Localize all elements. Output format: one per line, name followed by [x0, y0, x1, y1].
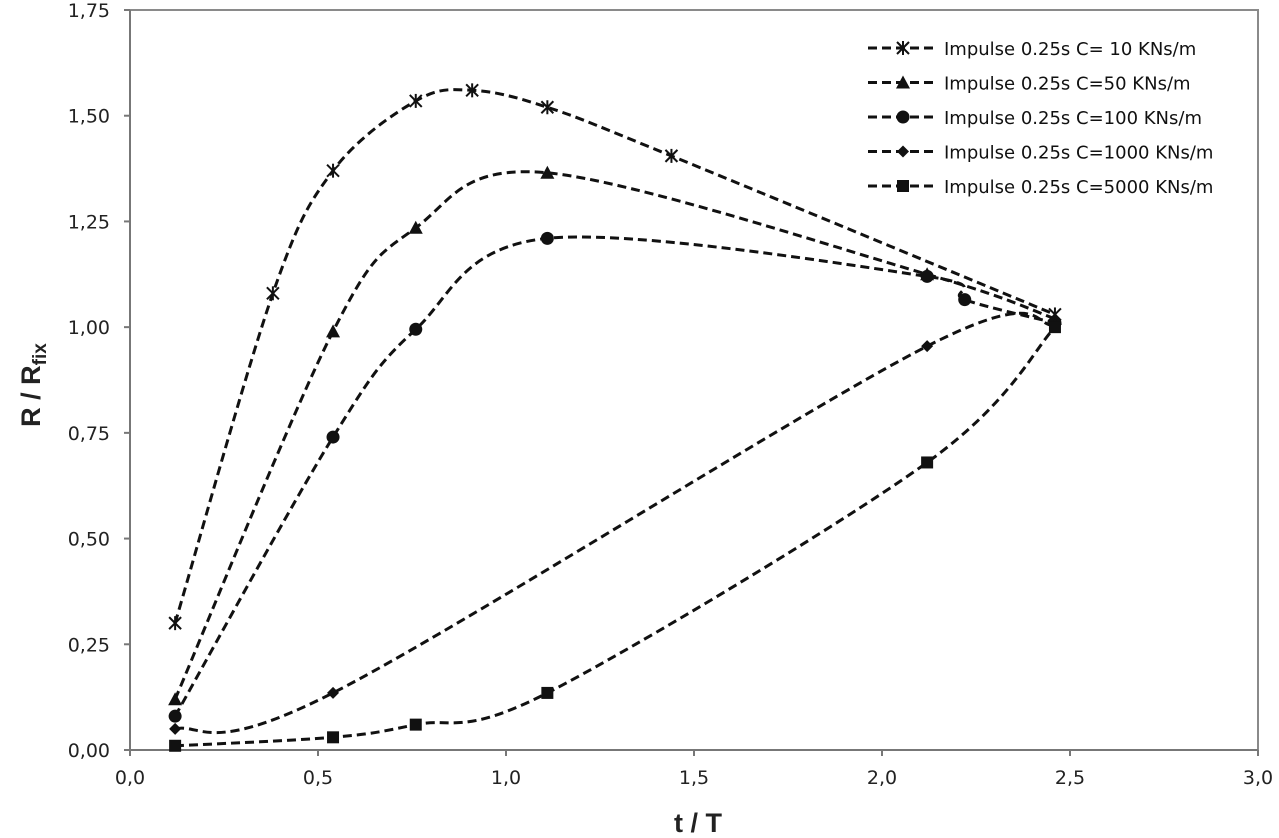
legend-marker-square [897, 180, 909, 192]
series-line-circle [173, 235, 1056, 717]
x-tick-label: 3,0 [1243, 767, 1273, 789]
data-point-circle [920, 269, 934, 283]
data-point-square [169, 739, 182, 752]
legend: Impulse 0.25s C= 10 KNs/m Impulse 0.25s C… [868, 39, 1213, 198]
data-point-circle [168, 709, 182, 723]
data-point-square [541, 686, 554, 699]
series-lines [173, 88, 1057, 748]
y-axis-title: R / Rfix [16, 343, 51, 427]
data-point-circle [326, 430, 340, 444]
legend-marker-circle [896, 110, 910, 124]
series-line-diamond [174, 311, 1056, 735]
x-tick-label: 0,5 [303, 767, 333, 789]
data-point-asterisk [540, 100, 555, 115]
data-point-triangle [540, 165, 555, 179]
data-point-diamond [921, 340, 934, 353]
y-tick-label: 0,75 [68, 423, 110, 445]
x-axis-ticks: 0,0 0,5 1,0 1,5 2,0 2,5 3,0 [115, 750, 1273, 789]
data-point-square [921, 456, 934, 469]
data-point-triangle [326, 324, 341, 338]
y-tick-label: 0,00 [68, 740, 110, 762]
x-tick-label: 0,0 [115, 767, 145, 789]
data-point-diamond [327, 686, 340, 699]
y-tick-label: 0,50 [68, 529, 110, 551]
data-point-square [1048, 321, 1061, 334]
x-tick-label: 1,5 [679, 767, 709, 789]
data-point-asterisk [409, 93, 423, 108]
legend-marker-diamond [897, 145, 909, 158]
legend-label: Impulse 0.25s C=100 KNs/m [944, 108, 1202, 129]
data-point-triangle [168, 692, 183, 706]
data-point-diamond [169, 722, 182, 735]
legend-marker-asterisk [896, 41, 910, 55]
y-axis-title-main: R / R [16, 365, 46, 427]
data-point-asterisk [664, 148, 679, 163]
legend-marker-triangle [896, 75, 910, 89]
data-point-asterisk [465, 83, 479, 98]
y-tick-label: 1,25 [68, 211, 110, 233]
data-point-circle [540, 231, 554, 245]
series-markers [168, 83, 1062, 752]
data-point-asterisk [326, 163, 340, 178]
data-point-asterisk [266, 286, 280, 301]
data-point-circle [409, 322, 423, 336]
legend-label: Impulse 0.25s C=1000 KNs/m [944, 143, 1213, 164]
y-tick-label: 1,50 [68, 106, 110, 128]
legend-label: Impulse 0.25s C= 10 KNs/m [944, 39, 1196, 60]
y-tick-label: 1,00 [68, 317, 110, 339]
data-point-triangle [408, 220, 423, 234]
y-axis-ticks: 0,00 0,25 0,50 0,75 1,00 1,25 1,50 1,75 [68, 0, 130, 762]
data-point-asterisk [168, 616, 182, 631]
series-line-asterisk [173, 88, 1056, 624]
x-tick-label: 2,0 [867, 767, 897, 789]
data-point-circle [958, 293, 972, 307]
y-tick-label: 1,75 [68, 0, 110, 22]
legend-label: Impulse 0.25s C=5000 KNs/m [944, 177, 1213, 198]
y-tick-label: 0,25 [68, 634, 110, 656]
legend-label: Impulse 0.25s C=50 KNs/m [944, 74, 1191, 95]
series-line-triangle [173, 170, 1056, 700]
data-point-square [327, 731, 340, 744]
y-axis-title-subscript: fix [30, 343, 51, 366]
x-tick-label: 2,5 [1055, 767, 1085, 789]
x-axis-title: t / T [674, 808, 722, 838]
x-tick-label: 1,0 [491, 767, 521, 789]
data-point-square [409, 718, 422, 731]
